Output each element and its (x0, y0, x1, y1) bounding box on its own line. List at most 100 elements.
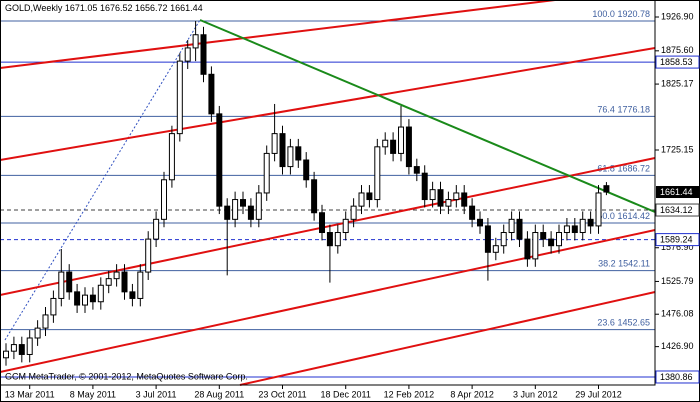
candle-body (571, 225, 578, 234)
candle-body (540, 232, 547, 240)
channel-line (239, 291, 656, 386)
fib-label: 50.0 1614.42 (597, 211, 650, 221)
candle-body (82, 294, 89, 306)
candle-body (287, 146, 294, 168)
candle-body (500, 232, 507, 247)
chart-header: GOLD,Weekly 1671.05 1676.52 1656.72 1661… (5, 3, 203, 13)
x-tick-label: 8 Apr 2012 (450, 389, 494, 399)
candle-body (255, 192, 262, 220)
candle-body (145, 238, 152, 273)
candle-body (18, 344, 25, 355)
y-tick-label: 1825.17 (661, 78, 694, 88)
candle-body (532, 232, 539, 260)
level-label: 1634.12 (660, 205, 693, 215)
fib-ratio: 50.0 (597, 211, 615, 221)
candle-body (137, 271, 144, 299)
candle-body (184, 47, 191, 62)
level-box (655, 370, 700, 384)
candle-body (334, 232, 341, 247)
channel-line (0, 47, 656, 161)
x-tick-label: 3 Jul 2011 (136, 389, 177, 399)
candle-body (295, 146, 302, 161)
candle-body (279, 133, 286, 168)
y-tick-label: 1926.90 (661, 11, 694, 21)
candle-body (595, 192, 602, 227)
candle-body (453, 192, 460, 201)
candle-body (556, 232, 563, 247)
candle-body (263, 152, 270, 194)
y-tick-label: 1576.90 (661, 242, 694, 252)
candle-body (405, 126, 412, 168)
x-tick-label: 3 Jun 2012 (513, 389, 558, 399)
level-label: 1858.53 (660, 57, 693, 67)
candle-body (153, 218, 160, 240)
fib-ratio: 38.2 (598, 259, 616, 269)
x-tick-label: 23 Oct 2011 (258, 389, 306, 399)
candle-body (603, 185, 610, 193)
candle-body (50, 297, 57, 316)
candle-body (437, 189, 444, 207)
level-label: 1589.24 (660, 234, 693, 244)
candle-body (200, 34, 207, 75)
y-tick-label: 1875.60 (661, 45, 694, 55)
x-tick-label: 28 Aug 2011 (194, 389, 244, 399)
x-tick-label: 12 Feb 2012 (384, 389, 435, 399)
candle-body (176, 60, 183, 135)
level-box (655, 233, 700, 247)
candle-body (208, 73, 215, 115)
fib-label: 23.6 1452.65 (597, 318, 650, 328)
last-close: 1661.44 (170, 3, 203, 13)
candle-body (563, 225, 570, 234)
trend-line (199, 19, 656, 213)
candle-body (97, 284, 104, 303)
price-box (656, 186, 699, 199)
candle-body (374, 146, 381, 201)
x-tick-label: 13 Mar 2011 (5, 389, 55, 399)
level-label: 1380.86 (660, 372, 693, 382)
candle-body (247, 205, 254, 220)
chart-title: GOLD,Weekly (5, 3, 63, 13)
candle-body (492, 245, 499, 253)
candle-body (311, 179, 318, 214)
last-low: 1656.72 (135, 3, 168, 13)
axes: 1926.90 1875.60 1825.17 1725.15 1576.90 1525.… (5, 11, 700, 399)
candle-body (240, 199, 247, 207)
candle-body (192, 34, 199, 49)
candle-body (548, 238, 555, 247)
x-tick-label: 29 Jul 2012 (575, 389, 622, 399)
candle-body (42, 314, 49, 329)
candle-body (26, 337, 33, 355)
channel-line (0, 229, 656, 373)
candle-body (484, 225, 491, 253)
candle-body (271, 133, 278, 154)
candle-body (105, 278, 112, 286)
candle-body (10, 344, 17, 352)
candle-body (161, 179, 168, 220)
plot-border (0, 0, 656, 386)
candle-body (382, 139, 389, 148)
candle-body (216, 113, 223, 207)
candle-body (350, 205, 357, 220)
candle-body (469, 205, 476, 220)
candle-body (516, 218, 523, 240)
candle-body (129, 291, 136, 299)
last-open: 1671.05 (65, 3, 98, 13)
candle-body (421, 172, 428, 201)
candle-body (326, 232, 333, 247)
y-tick-label: 1725.15 (661, 144, 694, 154)
candle-body (508, 218, 515, 234)
x-tick-label: 8 May 2011 (70, 389, 116, 399)
candles (3, 21, 610, 366)
candle-body (319, 212, 326, 234)
fib-price: 1920.78 (617, 9, 650, 19)
candle-body (168, 133, 175, 181)
candle-body (413, 166, 420, 174)
candle-body (461, 192, 468, 207)
candle-body (224, 205, 231, 220)
y-tick-label: 1525.79 (661, 276, 694, 286)
fib-ratio: 23.6 (597, 318, 615, 328)
candle-body (366, 192, 373, 201)
level-box (655, 55, 700, 69)
